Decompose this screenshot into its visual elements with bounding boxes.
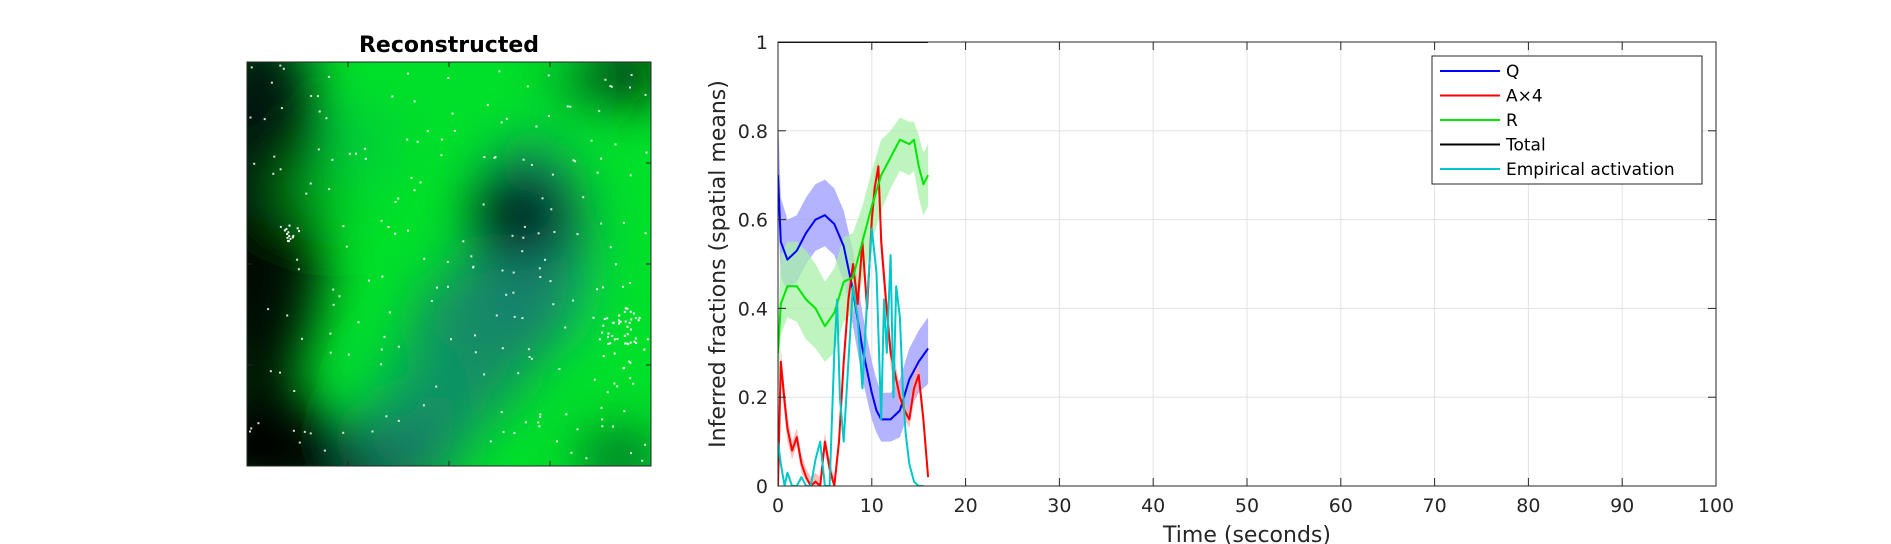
- x-tick-label: 90: [1610, 495, 1634, 517]
- y-tick-label: 0.4: [738, 298, 768, 320]
- band-1: [778, 157, 929, 486]
- legend-label: A×4: [1506, 87, 1543, 107]
- x-tick-label: 20: [954, 495, 978, 517]
- x-tick-label: 30: [1047, 495, 1071, 517]
- x-ticks: 0 10 20 30 40 50 60 70 80 90 100: [772, 42, 1734, 517]
- legend-label: R: [1506, 111, 1518, 131]
- x-tick-label: 60: [1329, 495, 1353, 517]
- series-line-2: [778, 138, 929, 353]
- series-lines: [778, 42, 930, 486]
- line-chart: 0 10 20 30 40 50 60 70 80 90 100 0 0.2 0.4 0.6 0.8 1 Ti…: [706, 32, 1734, 544]
- series-line-1: [778, 165, 930, 486]
- y-tick-label: 0: [756, 476, 768, 498]
- y-tick-label: 0.8: [738, 121, 768, 143]
- legend-label: Total: [1505, 136, 1546, 156]
- x-tick-label: 0: [772, 495, 784, 517]
- legend-label: Q: [1506, 62, 1519, 82]
- x-tick-label: 50: [1235, 495, 1259, 517]
- x-tick-label: 40: [1141, 495, 1165, 517]
- y-axis-label: Inferred fractions (spatial means): [706, 80, 731, 448]
- y-tick-label: 0.6: [738, 210, 768, 232]
- image-panel-title: Reconstructed: [359, 33, 539, 58]
- x-axis-label: Time (seconds): [1162, 523, 1331, 544]
- x-tick-label: 70: [1423, 495, 1447, 517]
- y-tick-label: 1: [756, 32, 768, 54]
- series-line-4: [778, 227, 924, 486]
- y-tick-label: 0.2: [738, 387, 768, 409]
- x-tick-label: 100: [1698, 495, 1734, 517]
- x-tick-label: 10: [860, 495, 884, 517]
- x-tick-label: 80: [1516, 495, 1540, 517]
- image-ticks: [246, 61, 652, 467]
- reconstructed-image: [247, 62, 651, 466]
- y-ticks: 0 0.2 0.4 0.6 0.8 1: [738, 32, 1716, 498]
- legend: Q A×4 R Total Empirical activation: [1431, 55, 1703, 185]
- legend-label: Empirical activation: [1506, 160, 1675, 180]
- image-panel: Reconstructed: [246, 33, 652, 467]
- band-2: [778, 117, 929, 407]
- grid: [778, 42, 1716, 486]
